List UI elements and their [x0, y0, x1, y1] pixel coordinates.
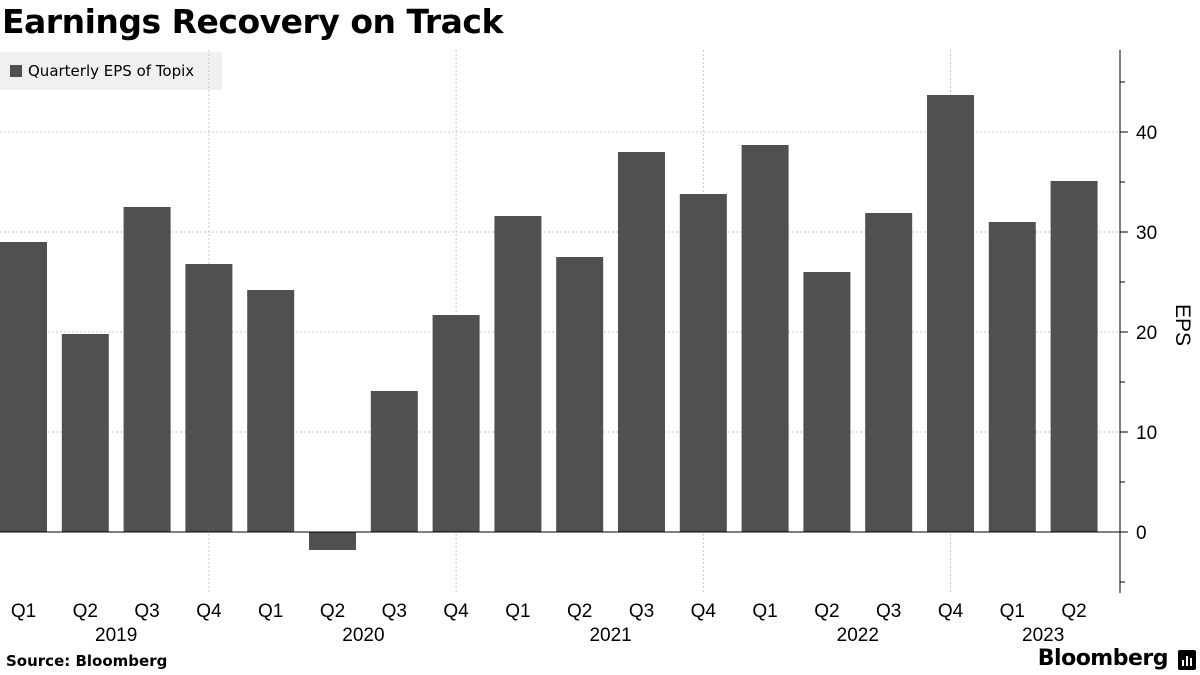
x-tick-label: Q2: [567, 601, 592, 622]
y-tick-label: 30: [1136, 223, 1157, 244]
y-axis-title: EPS: [1171, 304, 1194, 346]
bar: [618, 152, 665, 532]
bar: [988, 222, 1036, 532]
brand-logo: Bloomberg: [1037, 646, 1169, 671]
bar: [432, 315, 480, 532]
x-year-label: 2023: [1022, 625, 1064, 646]
bar: [123, 207, 171, 532]
y-tick-label: 10: [1136, 423, 1157, 444]
bar: [185, 264, 233, 532]
x-year-label: 2019: [95, 625, 137, 646]
x-tick-label: Q3: [382, 601, 407, 622]
x-tick-label: Q2: [1061, 601, 1086, 622]
x-tick-label: Q3: [134, 601, 159, 622]
bar: [61, 334, 109, 532]
bar: [247, 290, 295, 532]
legend-label: Quarterly EPS of Topix: [28, 62, 195, 80]
bar: [679, 194, 727, 532]
x-tick-label: Q4: [938, 601, 964, 622]
y-tick-label: 40: [1136, 123, 1157, 144]
y-tick-label: 20: [1136, 323, 1157, 344]
bar: [803, 272, 851, 532]
legend: Quarterly EPS of Topix: [0, 52, 222, 90]
bar: [309, 532, 356, 550]
x-year-label: 2020: [342, 625, 384, 646]
x-year-label: 2021: [589, 625, 631, 646]
bar: [494, 216, 542, 532]
x-tick-label: Q1: [752, 601, 777, 622]
bar: [0, 242, 47, 532]
bar: [556, 257, 604, 532]
x-tick-label: Q1: [505, 601, 530, 622]
x-tick-label: Q1: [11, 601, 36, 622]
x-tick-label: Q2: [320, 601, 345, 622]
x-year-label: 2022: [837, 625, 879, 646]
bloomberg-icon: [1178, 650, 1196, 670]
x-tick-label: Q3: [876, 601, 901, 622]
bar: [1050, 181, 1098, 532]
bar: [865, 213, 913, 532]
bar: [370, 391, 418, 532]
y-tick-label: 0: [1136, 523, 1147, 544]
x-tick-label: Q3: [629, 601, 654, 622]
source-note: Source: Bloomberg: [6, 652, 168, 670]
x-tick-label: Q2: [73, 601, 98, 622]
legend-swatch: [10, 65, 22, 77]
x-tick-label: Q4: [196, 601, 222, 622]
x-tick-label: Q4: [443, 601, 469, 622]
x-tick-label: Q1: [1000, 601, 1025, 622]
bar: [741, 145, 789, 532]
x-tick-label: Q1: [258, 601, 283, 622]
x-tick-label: Q2: [814, 601, 839, 622]
x-tick-label: Q4: [691, 601, 717, 622]
bar: [927, 95, 974, 532]
chart-title: Earnings Recovery on Track: [2, 2, 503, 41]
